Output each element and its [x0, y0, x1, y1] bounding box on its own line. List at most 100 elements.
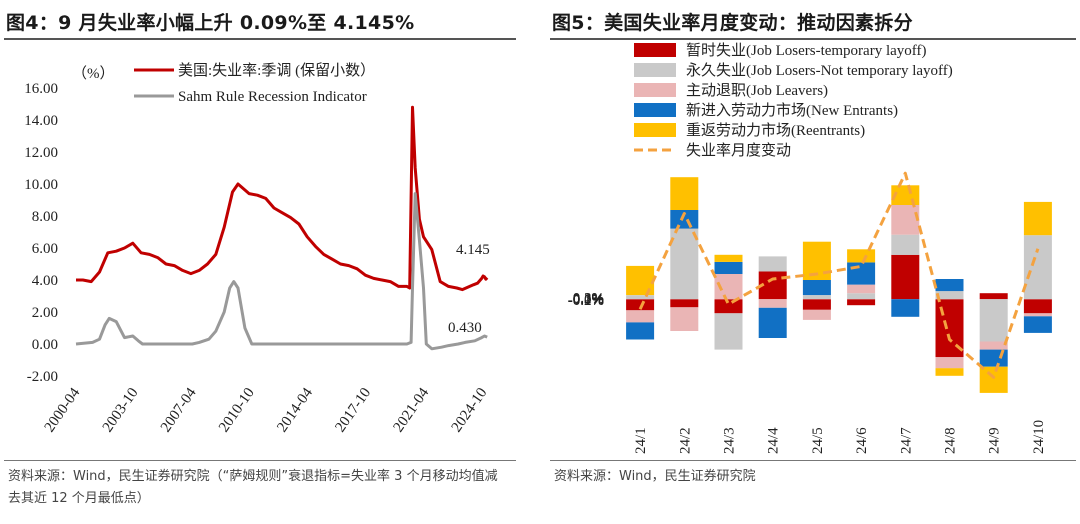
legend-swatch [634, 123, 676, 137]
x-tick-label: 2017-10 [332, 385, 374, 435]
legend-label: 重返劳动力市场(Reentrants) [686, 122, 865, 139]
x-tick-label: 2000-04 [42, 385, 84, 436]
right-stacked-bar-chart: 0.3%0.2%0.1%0.0%-0.1%-0.2% 24/1 24/2 24/3 24… [568, 42, 1052, 454]
bar-segment [847, 262, 876, 285]
bar-segment [979, 341, 1008, 350]
bar-segment [847, 284, 876, 294]
unemployment-rate-line [76, 105, 489, 292]
y-tick-label: 10.00 [24, 177, 58, 193]
x-tick-label: 24/1 [633, 427, 649, 454]
right-source-divider [550, 460, 1076, 461]
y-tick-label: 6.00 [32, 241, 58, 257]
y-tick-label: 2.00 [32, 305, 58, 321]
bar-segment [714, 254, 743, 262]
bar-segment [891, 254, 920, 300]
bar-segment [891, 205, 920, 235]
legend-swatch [634, 83, 676, 97]
y-tick-label: -0.1% [568, 293, 604, 309]
right-source-note: 资料来源：Wind，民生证券研究院 [554, 469, 756, 484]
bar-segment [626, 322, 655, 340]
x-tick-label: 24/8 [943, 427, 959, 454]
bar-segment [1023, 299, 1052, 314]
bar-segment [670, 177, 699, 210]
x-tick-label: 2014-04 [274, 385, 316, 436]
y-tick-label: 14.00 [24, 113, 58, 129]
left-chart-panel: 图4：9 月失业率小幅上升 0.09%至 4.145% 16.00 14.00 12… [0, 0, 520, 524]
y-tick-label: 16.00 [24, 81, 58, 97]
x-tick-label: 24/2 [677, 427, 693, 454]
bar-segment [670, 228, 699, 300]
y-tick-label: -0.2% [568, 293, 604, 309]
x-tick-label: 24/6 [854, 427, 870, 454]
x-tick-label: 2003-10 [100, 385, 142, 435]
bar-segment [714, 313, 743, 350]
legend-label: 暂时失业(Job Losers-temporary layoff) [686, 42, 927, 59]
bar-segment [891, 234, 920, 255]
bar-segment [979, 293, 1008, 300]
bar-segment [626, 310, 655, 323]
y-tick-label: 0.3% [573, 291, 604, 307]
bar-segment [1023, 235, 1052, 300]
left-line-chart: 16.00 14.00 12.00 10.00 8.00 6.00 4.00 2.00 0.00… [24, 62, 491, 436]
x-tick-label: 24/4 [766, 427, 782, 454]
bar-segment [626, 299, 655, 311]
x-tick-label: 2007-04 [158, 385, 200, 436]
bar-segment [935, 357, 964, 369]
y-tick-label: -2.00 [27, 369, 58, 385]
bar-segment [1023, 201, 1052, 236]
bar-segment [935, 368, 964, 376]
legend-label: 新进入劳动力市场(New Entrants) [686, 102, 898, 119]
x-tick-label: 24/3 [722, 427, 738, 454]
bar-segment [670, 210, 699, 229]
bar-segment [626, 295, 655, 300]
legend-swatch [634, 103, 676, 117]
legend-label: Sahm Rule Recession Indicator [178, 89, 367, 105]
legend-label: 美国:失业率:季调 (保留小数） [178, 62, 375, 79]
bar-segment [891, 299, 920, 317]
right-chart-title: 图5：美国失业率月度变动：推动因素拆分 [552, 12, 913, 34]
bar-segment [802, 280, 831, 296]
x-tick-label: 2024-10 [449, 385, 491, 435]
sahm-rule-line [75, 192, 488, 351]
y-tick-label: 0.1% [573, 292, 604, 308]
x-tick-label: 2010-10 [216, 385, 258, 435]
unemployment-end-label: 4.145 [456, 242, 490, 258]
left-source-divider [4, 460, 516, 461]
bar-segment [758, 307, 787, 338]
bar-segment [758, 299, 787, 308]
y-tick-label: 12.00 [24, 145, 58, 161]
y-tick-label: 4.00 [32, 273, 58, 289]
bar-segment [802, 309, 831, 320]
bar-segment [979, 299, 1008, 342]
left-chart-title: 图4：9 月失业率小幅上升 0.09%至 4.145% [6, 12, 415, 34]
legend-swatch [634, 63, 676, 77]
bar-segment [670, 307, 699, 331]
x-tick-label: 24/10 [1031, 420, 1047, 454]
bar-segment [670, 299, 699, 308]
bar-segment [847, 293, 876, 300]
x-tick-label: 24/7 [898, 427, 914, 454]
bar-segment [714, 299, 743, 314]
y-unit-label: （%） [72, 65, 115, 82]
left-source-note: 资料来源：Wind，民生证券研究院（“萨姆规则”衰退指标=失业率 3 个月移动均… [8, 469, 498, 506]
y-tick-label: 0.2% [573, 291, 604, 307]
bar-segment [1023, 313, 1052, 317]
bar-segment [847, 249, 876, 263]
y-tick-label: 0.0% [573, 292, 604, 308]
x-tick-label: 24/5 [810, 427, 826, 454]
legend-label: 永久失业(Job Losers-Not temporary layoff) [686, 62, 953, 79]
monthly-change-line [638, 171, 1040, 379]
bar-segment [847, 299, 876, 306]
bar-segment [714, 261, 743, 274]
bar-segment [1023, 316, 1052, 333]
legend-label: 失业率月度变动 [686, 142, 791, 159]
y-tick-label: 0.00 [32, 337, 58, 353]
y-tick-label: 8.00 [32, 209, 58, 225]
bar-segment [935, 291, 964, 300]
legend-swatch [634, 43, 676, 57]
bar-segment [802, 295, 831, 300]
legend-label: 主动退职(Job Leavers) [686, 82, 828, 99]
x-tick-label: 24/9 [987, 427, 1003, 454]
right-chart-panel: 图5：美国失业率月度变动：推动因素拆分 0.3% 0.2% 0.1% 0.0% -0.1… [546, 0, 1080, 524]
bar-segment [935, 279, 964, 292]
